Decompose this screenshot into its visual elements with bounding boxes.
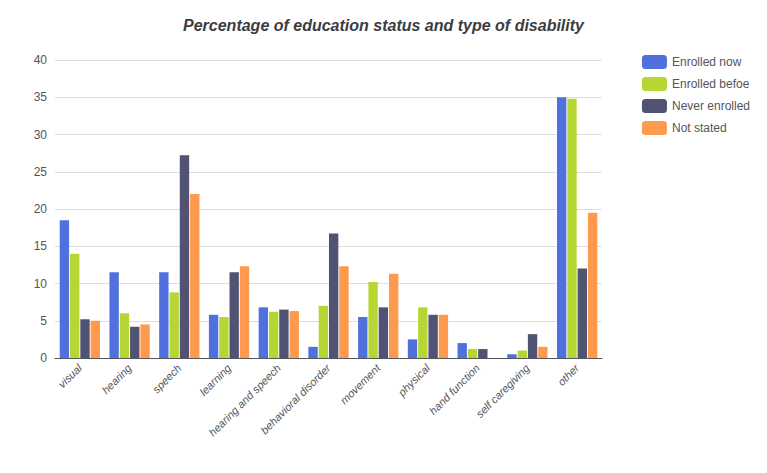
svg-text:movement: movement (338, 361, 383, 406)
svg-text:0: 0 (40, 351, 47, 365)
svg-text:speech: speech (150, 362, 184, 396)
svg-text:40: 40 (34, 53, 48, 67)
svg-text:10: 10 (34, 277, 48, 291)
svg-text:visual: visual (56, 361, 85, 390)
svg-text:Enrolled now: Enrolled now (672, 55, 742, 69)
svg-text:self caregiving: self caregiving (474, 361, 533, 420)
svg-text:hand function: hand function (427, 362, 482, 417)
svg-text:30: 30 (34, 128, 48, 142)
svg-text:other: other (555, 361, 582, 388)
svg-text:20: 20 (34, 202, 48, 216)
svg-text:25: 25 (34, 165, 48, 179)
svg-text:learning: learning (197, 361, 234, 398)
svg-text:Never enrolled: Never enrolled (672, 99, 750, 113)
svg-text:Enrolled befoe: Enrolled befoe (672, 77, 750, 91)
svg-text:35: 35 (34, 90, 48, 104)
svg-text:15: 15 (34, 239, 48, 253)
svg-text:hearing and speech: hearing and speech (206, 361, 283, 439)
svg-text:physical: physical (395, 361, 433, 399)
svg-text:behavioral disorder: behavioral disorder (258, 361, 333, 436)
svg-text:Percentage of education status: Percentage of education status and type … (183, 17, 585, 34)
svg-text:5: 5 (40, 314, 47, 328)
svg-text:hearing: hearing (99, 361, 134, 396)
svg-text:Not stated: Not stated (672, 121, 727, 135)
